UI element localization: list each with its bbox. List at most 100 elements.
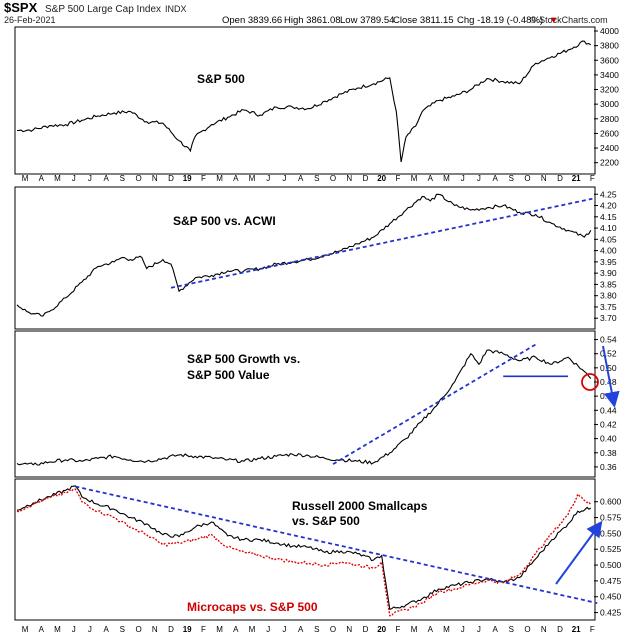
y-tick-label: 0.38 [600,448,617,458]
month-tick-label: M [22,625,29,634]
y-tick-label: 0.42 [600,419,617,429]
y-tick-label: 0.54 [600,335,617,345]
month-tick-label: M [443,625,450,634]
series-line-panel-4 [17,485,592,611]
trendline [75,485,598,604]
month-tick-label: S [314,174,319,183]
y-tick-label: 3200 [600,85,619,95]
down-arrow-annotation [602,345,620,408]
month-tick-label: D [168,174,174,183]
month-tick-label: F [201,174,206,183]
month-tick-label: M [411,174,418,183]
y-tick-label: 0.575 [600,513,622,523]
panel-2-frame [14,186,596,330]
y-tick-label: 2800 [600,114,619,124]
year-tick-label: 21 [572,625,581,634]
change-label: Chg -18.19 (-0.48%) [457,15,543,26]
y-tick-label: 3000 [600,99,619,109]
month-tick-label: J [266,625,270,634]
y-tick-label: 0.52 [600,349,617,359]
month-tick-label: A [103,174,109,183]
y-tick-label: 4.10 [600,223,617,233]
month-tick-label: J [282,625,286,634]
month-tick-label: D [557,174,563,183]
y-tick-label: 0.36 [600,462,617,472]
month-tick-label: J [477,625,481,634]
y-tick-label: 3.70 [600,313,617,323]
breakdown-circle [581,373,599,391]
month-tick-label: M [54,625,61,634]
y-tick-label: 2400 [600,143,619,153]
y-tick-label: 4.00 [600,246,617,256]
month-tick-label: J [282,174,286,183]
month-tick-label: A [39,174,45,183]
panel-1-title: S&P 500 [197,72,245,86]
month-tick-label: S [120,174,125,183]
panel-3-frame [14,330,596,478]
trendline [170,197,593,289]
y-tick-label: 3.90 [600,268,617,278]
close-label: Close 3811.15 [393,15,454,26]
y-tick-label: 3400 [600,70,619,80]
month-tick-label: D [168,625,174,634]
month-tick-label: A [233,625,239,634]
month-tick-label: S [120,625,125,634]
month-tick-label: M [54,174,61,183]
y-tick-label: 4000 [600,26,619,36]
panel-4-title-line1: Russell 2000 Smallcaps [292,499,428,513]
series-line-panel-1 [16,40,592,163]
month-tick-label: A [492,174,498,183]
y-tick-label: 4.20 [600,201,617,211]
month-tick-label: N [541,174,547,183]
month-tick-label: N [346,625,352,634]
month-tick-label: N [346,174,352,183]
y-tick-label: 0.450 [600,592,622,602]
y-tick-label: 3.75 [600,302,617,312]
y-tick-label: 0.550 [600,528,622,538]
month-tick-label: J [88,625,92,634]
month-tick-label: N [541,625,547,634]
trendline [332,343,537,465]
month-tick-label: O [330,625,336,634]
month-tick-label: J [266,174,270,183]
month-tick-label: F [590,625,595,634]
month-tick-label: F [395,625,400,634]
y-tick-label: 3800 [600,41,619,51]
month-tick-label: F [201,625,206,634]
microcaps-series-line [16,488,592,617]
y-tick-label: 3.95 [600,257,617,267]
month-tick-label: M [411,625,418,634]
month-tick-label: S [509,174,514,183]
month-tick-label: J [477,174,481,183]
annotation-layer [555,345,620,585]
month-tick-label: S [509,625,514,634]
series-line-panel-2 [16,193,592,317]
date-label: 26-Feb-2021 [4,15,56,25]
month-tick-label: J [72,174,76,183]
y-tick-label: 3.80 [600,291,617,301]
watermark-label: © StockCharts.com [530,15,608,25]
month-tick-label: A [428,625,434,634]
month-tick-label: M [249,174,256,183]
y-tick-label: 0.48 [600,377,617,387]
month-tick-label: J [72,625,76,634]
open-label: Open 3839.66 [222,15,282,26]
month-tick-label: J [461,174,465,183]
month-tick-label: A [103,625,109,634]
chart-header: $SPX S&P 500 Large Cap Index INDX 26-Feb… [4,0,608,26]
year-tick-label: 20 [377,174,386,183]
panel-4-title-line2: vs. S&P 500 [292,514,360,528]
month-tick-label: M [22,174,29,183]
month-tick-label: O [135,174,141,183]
month-tick-label: O [524,625,530,634]
month-tick-label: D [363,174,369,183]
y-tick-label: 3600 [600,55,619,65]
y-tick-label: 4.05 [600,234,617,244]
series-layer [16,40,598,617]
index-name-label: S&P 500 Large Cap Index [45,4,161,15]
month-tick-label: A [39,625,45,634]
month-tick-label: J [88,174,92,183]
month-tick-label: A [492,625,498,634]
month-tick-label: S [314,625,319,634]
y-tick-label: 4.15 [600,212,617,222]
